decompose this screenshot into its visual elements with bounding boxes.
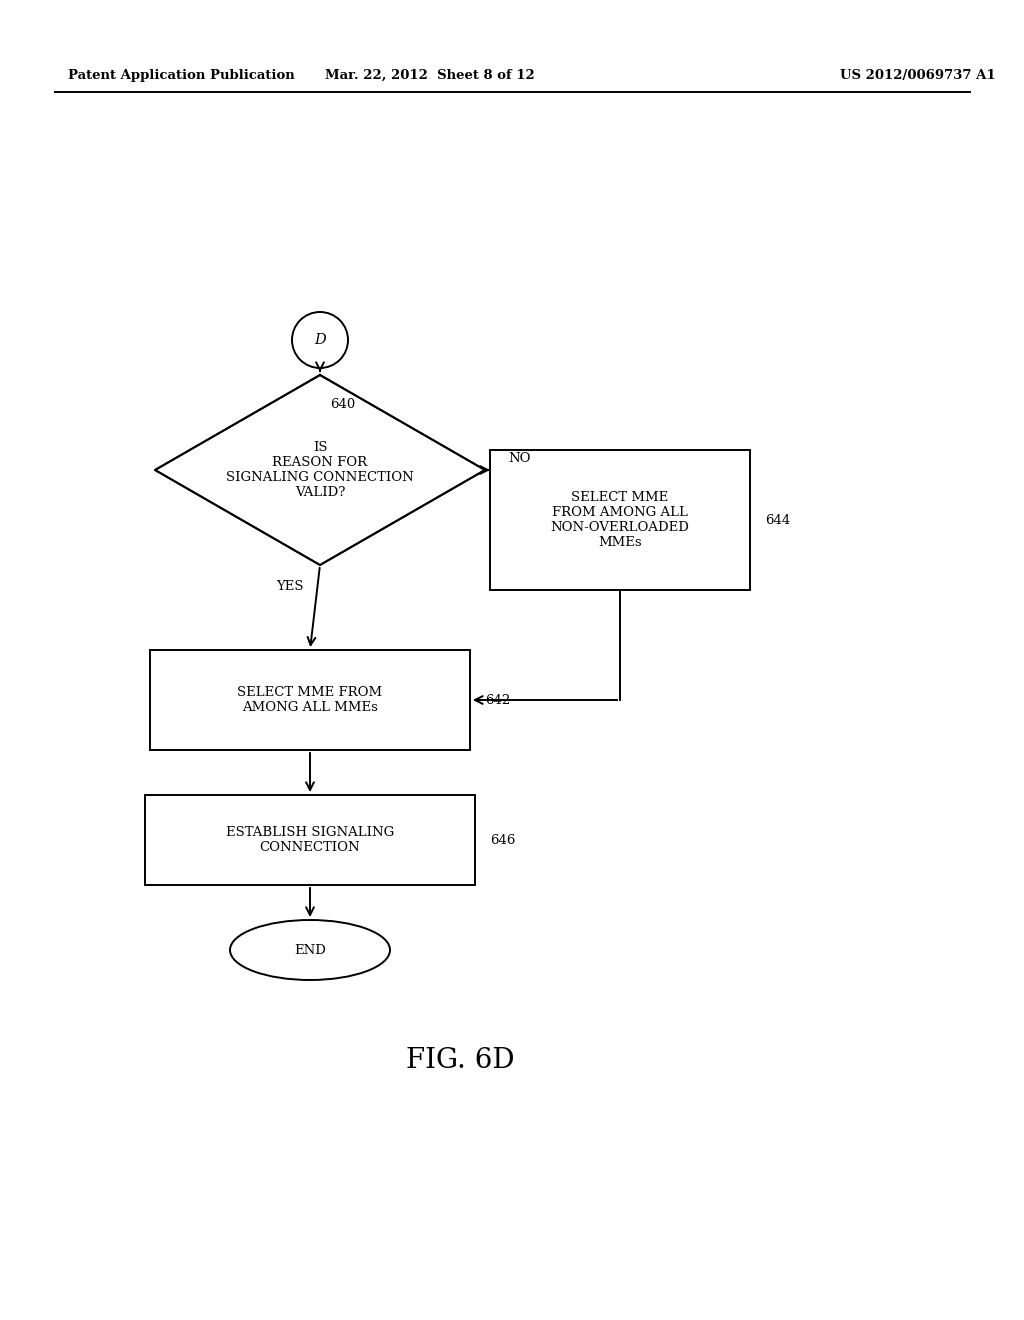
Circle shape [292,312,348,368]
Text: 640: 640 [330,399,355,412]
Text: 644: 644 [765,513,791,527]
Text: FIG. 6D: FIG. 6D [407,1047,515,1073]
Text: US 2012/0069737 A1: US 2012/0069737 A1 [840,69,995,82]
Text: Mar. 22, 2012  Sheet 8 of 12: Mar. 22, 2012 Sheet 8 of 12 [326,69,535,82]
Text: END: END [294,944,326,957]
Text: 646: 646 [490,833,515,846]
Text: Patent Application Publication: Patent Application Publication [68,69,295,82]
Text: 642: 642 [485,693,510,706]
Polygon shape [155,375,485,565]
FancyBboxPatch shape [490,450,750,590]
Text: IS
REASON FOR
SIGNALING CONNECTION
VALID?: IS REASON FOR SIGNALING CONNECTION VALID… [226,441,414,499]
Text: ESTABLISH SIGNALING
CONNECTION: ESTABLISH SIGNALING CONNECTION [226,826,394,854]
Text: SELECT MME FROM
AMONG ALL MMEs: SELECT MME FROM AMONG ALL MMEs [238,686,383,714]
Text: SELECT MME
FROM AMONG ALL
NON-OVERLOADED
MMEs: SELECT MME FROM AMONG ALL NON-OVERLOADED… [551,491,689,549]
Ellipse shape [230,920,390,979]
Text: NO: NO [509,451,531,465]
FancyBboxPatch shape [150,649,470,750]
Text: YES: YES [276,579,304,593]
Text: D: D [314,333,326,347]
FancyBboxPatch shape [145,795,475,884]
